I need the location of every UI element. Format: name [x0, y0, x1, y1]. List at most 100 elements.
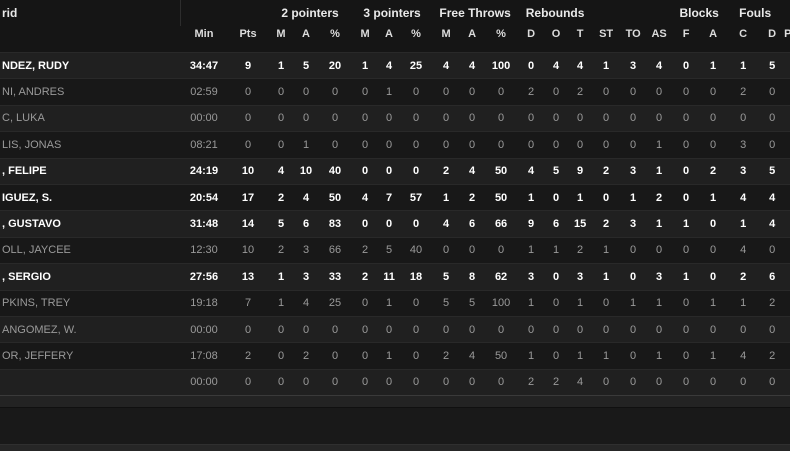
- stat-cell: 0: [400, 210, 433, 238]
- stat-cell: 1: [646, 157, 673, 185]
- stat-cell: 4: [726, 183, 761, 211]
- stat-cell: 57: [400, 183, 433, 211]
- stat-cell: 2: [592, 210, 621, 238]
- stat-cell: 5: [378, 236, 401, 264]
- group-steals-turnovers-assists: [592, 0, 672, 26]
- stat-cell: 0: [432, 315, 461, 343]
- clipped-column-header: P: [784, 26, 790, 53]
- stat-cell: 0: [400, 104, 433, 132]
- stat-cell: 0: [400, 78, 433, 106]
- stat-cell: 0: [294, 78, 318, 106]
- stat-cell: 0: [672, 236, 701, 264]
- stat-cell: 11: [378, 263, 401, 291]
- row-filler: [784, 131, 790, 159]
- player-row: 00:00 0 0 0 0 0 0 0 0 0 0 2 2 4 0 0 0 0 0 0 0: [0, 368, 790, 396]
- player-name: C, LUKA: [0, 104, 180, 132]
- box-score-table: rid 2 pointers 3 pointers Free Throws Re…: [0, 0, 790, 396]
- stat-cell: 0: [544, 104, 569, 132]
- stat-cell: 0: [620, 131, 647, 159]
- stat-cell: 1: [726, 289, 761, 317]
- stat-cell: 0: [460, 368, 485, 396]
- stat-cell: 1: [518, 289, 545, 317]
- stat-cell: 4: [294, 289, 318, 317]
- stat-cell: 2: [726, 78, 761, 106]
- stat-cell: 0: [318, 368, 353, 396]
- stat-cell: 1: [568, 289, 593, 317]
- stat-cell: 2: [460, 183, 485, 211]
- points-cell: 9: [228, 51, 268, 79]
- stat-cell: 0: [592, 104, 621, 132]
- stat-cell: 3: [620, 210, 647, 238]
- row-filler: [784, 342, 790, 370]
- table-footer-strip: [0, 395, 790, 408]
- row-filler: [784, 368, 790, 396]
- stat-cell: 0: [544, 131, 569, 159]
- stat-cell: 5: [432, 289, 461, 317]
- column-header-m-2: M: [276, 28, 286, 40]
- column-header-m-5: M: [360, 28, 370, 40]
- column-header-c-19: C: [739, 28, 748, 40]
- stat-cell: 5: [544, 157, 569, 185]
- stat-cell: 0: [592, 78, 621, 106]
- minutes-cell: 17:08: [180, 342, 228, 370]
- points-cell: 2: [228, 342, 268, 370]
- column-header-a-3: A: [302, 28, 310, 40]
- stats-tbody: NDEZ, RUDY 34:47 9 1 5 20 1 4 25 4 4 100 0 4 4 1 3 4 0 1 1 5 N…: [0, 51, 790, 396]
- stat-cell: 1: [620, 289, 647, 317]
- player-name: NDEZ, RUDY: [0, 51, 180, 79]
- stat-cell: 0: [700, 210, 727, 238]
- group-3-pointers: 3 pointers: [363, 6, 421, 20]
- row-filler: [784, 51, 790, 79]
- stat-cell: 0: [568, 104, 593, 132]
- stat-cell: 1: [518, 236, 545, 264]
- stat-cell: 0: [268, 78, 294, 106]
- stat-cell: 2: [568, 236, 593, 264]
- stat-cell: 83: [318, 210, 353, 238]
- row-filler: [784, 236, 790, 264]
- stat-cell: 1: [592, 236, 621, 264]
- stat-cell: 0: [700, 315, 727, 343]
- stat-cell: 0: [620, 315, 647, 343]
- stat-cell: 1: [646, 131, 673, 159]
- stat-cell: 3: [726, 131, 761, 159]
- minutes-cell: 19:18: [180, 289, 228, 317]
- stat-cell: 0: [484, 78, 519, 106]
- row-filler: [784, 183, 790, 211]
- stat-cell: 1: [700, 183, 727, 211]
- stat-cell: 6: [460, 210, 485, 238]
- stat-cell: 0: [432, 236, 461, 264]
- stat-cell: 0: [318, 78, 353, 106]
- group-filler: [784, 0, 790, 26]
- stat-cell: 4: [432, 210, 461, 238]
- stat-cell: 0: [726, 368, 761, 396]
- points-cell: 0: [228, 131, 268, 159]
- empty-panel: [0, 407, 790, 445]
- minutes-cell: 31:48: [180, 210, 228, 238]
- row-filler: [784, 315, 790, 343]
- stat-cell: 0: [460, 236, 485, 264]
- points-cell: 0: [228, 78, 268, 106]
- stat-cell: 0: [760, 315, 785, 343]
- stat-cell: 50: [484, 157, 519, 185]
- player-name: , FELIPE: [0, 157, 180, 185]
- minutes-cell: 08:21: [180, 131, 228, 159]
- stat-cell: 0: [620, 104, 647, 132]
- stat-cell: 0: [378, 210, 401, 238]
- stat-cell: 0: [352, 210, 379, 238]
- stat-cell: 0: [760, 104, 785, 132]
- stat-cell: 0: [484, 236, 519, 264]
- stat-cell: 0: [592, 183, 621, 211]
- stat-cell: 0: [620, 263, 647, 291]
- stat-cell: 0: [268, 342, 294, 370]
- stat-cell: 4: [568, 51, 593, 79]
- group-free-throws: Free Throws: [439, 6, 511, 20]
- minutes-cell: 00:00: [180, 104, 228, 132]
- header-divider: [179, 0, 268, 26]
- stat-cell: 0: [518, 51, 545, 79]
- bottom-bar: [0, 444, 790, 451]
- stat-cell: 3: [646, 263, 673, 291]
- stat-cell: 0: [400, 131, 433, 159]
- stat-cell: 0: [318, 104, 353, 132]
- stat-cell: 10: [294, 157, 318, 185]
- points-cell: 14: [228, 210, 268, 238]
